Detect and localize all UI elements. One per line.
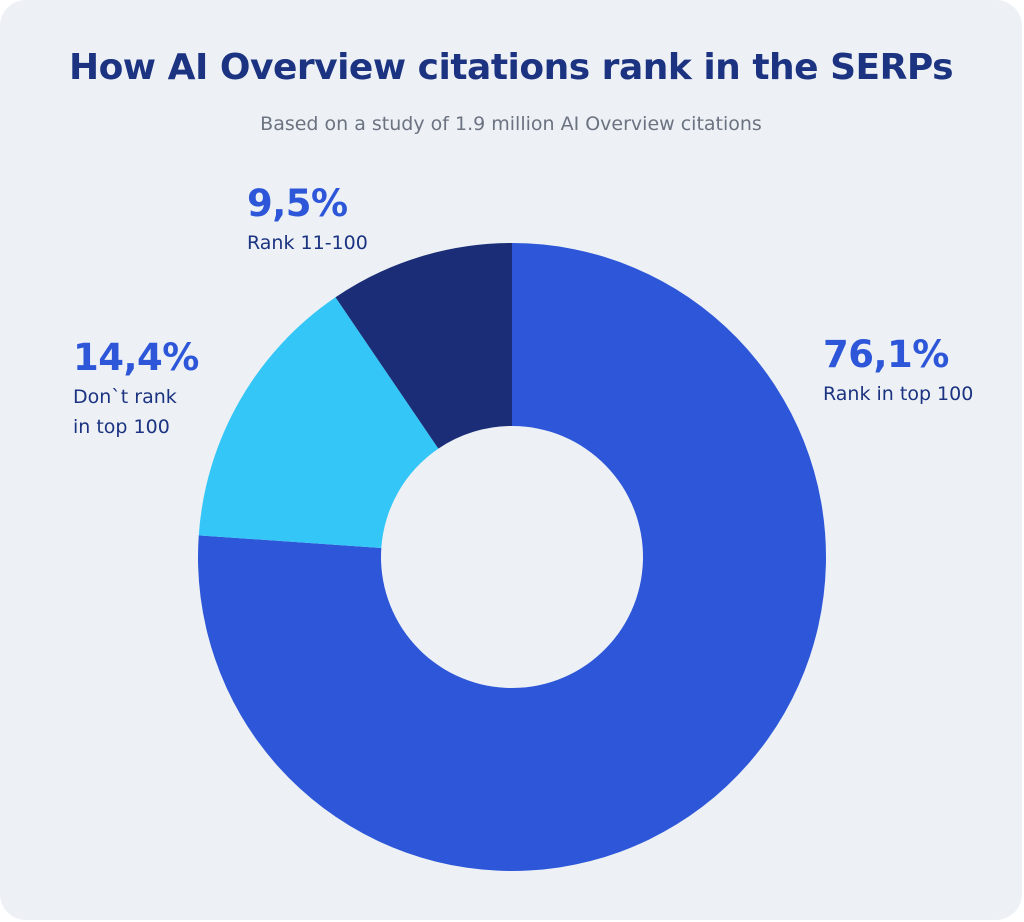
slice-category-label-2-line-2: in top 100 (73, 416, 170, 438)
donut-slice-1 (197, 243, 826, 872)
chart-subtitle: Based on a study of 1.9 million AI Overv… (260, 113, 762, 135)
slice-value-label-2: 14,4% (73, 336, 199, 379)
slice-category-label-2-line-1: Don`t rank (73, 386, 177, 408)
slice-category-label-1: Rank in top 100 (823, 383, 973, 405)
chart-title: How AI Overview citations rank in the SE… (68, 47, 954, 88)
donut-slice-3 (335, 243, 512, 449)
slice-category-label-3: Rank 11-100 (247, 232, 368, 254)
donut-slice-2 (198, 297, 439, 548)
slice-value-label-1: 76,1% (823, 333, 949, 376)
slice-value-label-3: 9,5% (247, 182, 348, 225)
